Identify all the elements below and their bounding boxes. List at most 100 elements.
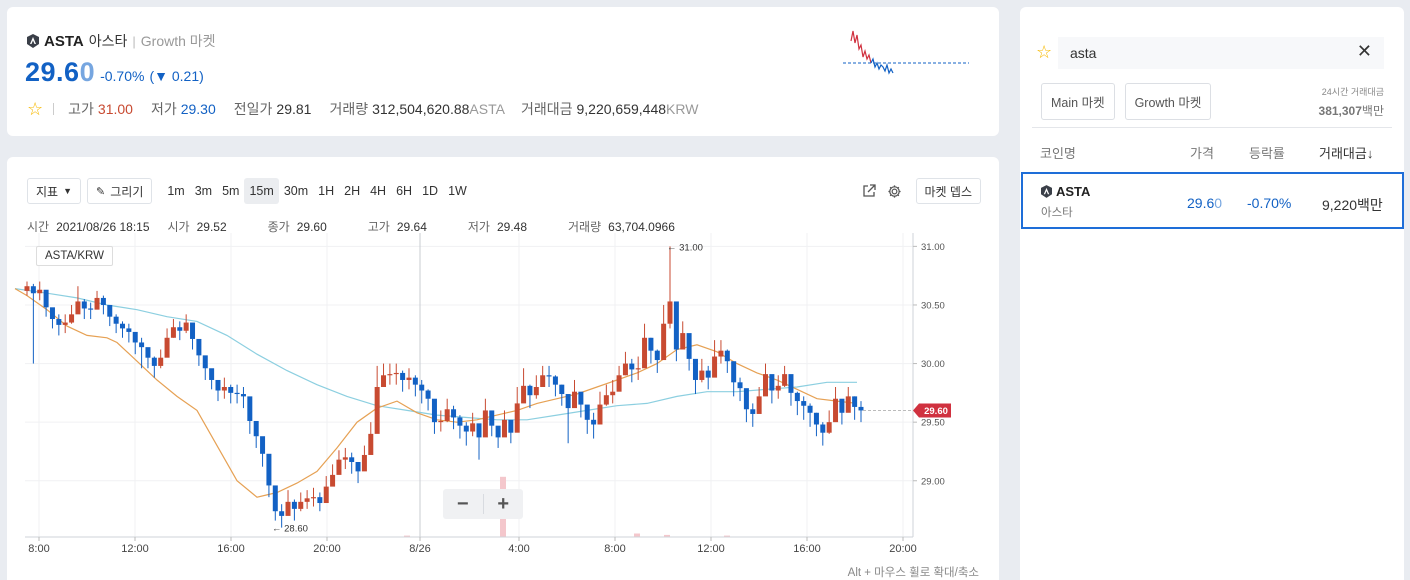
interval-1w[interactable]: 1W [448, 184, 467, 198]
candle [533, 375, 539, 399]
search-input[interactable] [1058, 37, 1384, 69]
candle-body [731, 361, 737, 383]
external-link-icon[interactable] [856, 178, 882, 204]
interval-6h[interactable]: 6H [396, 184, 413, 198]
caret-down-icon: ▼ [63, 186, 73, 196]
candle [858, 401, 864, 423]
candlestick-chart[interactable]: 31.00 30.50 30.00 29.50 29.00 8:00 12:00 16:00 2… [7, 157, 999, 580]
candle [221, 377, 227, 399]
header-volume[interactable]: 거래대금↓ [1319, 146, 1374, 161]
candle-body [234, 392, 240, 395]
high-value: 31.00 [97, 101, 133, 117]
change-percent: -0.70% [100, 68, 145, 84]
coin-korean-name: 아스타 [88, 33, 128, 49]
interval-1h[interactable]: 1H [318, 184, 335, 198]
y-tick-label: 29.00 [921, 476, 945, 487]
last-price-label: 29.60 [924, 406, 948, 417]
candle-body [228, 387, 234, 393]
candle-body [686, 333, 692, 359]
draw-button[interactable]: ✎ 그리기 [87, 178, 153, 204]
y-tick-label: 30.00 [921, 359, 945, 370]
candle-body [317, 497, 323, 504]
interval-30m[interactable]: 30m [283, 184, 309, 198]
header-coin-name[interactable]: 코인명 [1040, 146, 1076, 161]
favorite-filter-star-icon[interactable]: ☆ [1036, 42, 1053, 62]
x-tick-label: 4:00 [508, 543, 529, 555]
candle-body [400, 372, 406, 380]
candle-body [622, 363, 628, 376]
interval-1m[interactable]: 1m [167, 184, 185, 198]
candle [699, 358, 705, 383]
ohlc-open: 시가 29.52 [167, 220, 227, 234]
indicator-label: 지표 [36, 184, 59, 199]
candle [794, 391, 800, 416]
candle [737, 377, 743, 402]
candle-body [782, 374, 788, 386]
candle [228, 384, 234, 404]
zoom-in-button[interactable]: + [497, 492, 510, 515]
candle-body [852, 396, 858, 407]
header-price[interactable]: 가격 [1190, 146, 1214, 161]
candle [100, 295, 106, 315]
divider [1032, 127, 1392, 128]
candle [234, 384, 240, 404]
market-depth-button[interactable]: 마켓 뎁스 [915, 178, 981, 204]
candle-body [642, 337, 648, 369]
candle-body [603, 395, 609, 405]
candle-body [209, 368, 215, 380]
candle [712, 340, 718, 378]
tab-main-market[interactable]: Main 마켓 [1041, 83, 1115, 120]
candle-body [845, 396, 851, 413]
list-item[interactable]: ASTA 아스타 29.60 -0.70% 9,220백만 [1021, 172, 1404, 229]
candle [317, 492, 323, 512]
candle-body [145, 347, 151, 358]
header-change[interactable]: 등락률 [1249, 146, 1285, 161]
candle [425, 389, 431, 411]
candle-body [361, 454, 367, 472]
candle-body [495, 425, 501, 438]
coin-symbol: ASTA [44, 32, 84, 50]
candle [190, 322, 196, 350]
candle-body [463, 425, 469, 432]
coin-market-name[interactable]: Growth 마켓 [140, 33, 216, 49]
interval-3m[interactable]: 3m [194, 184, 213, 198]
candle-body [37, 289, 43, 294]
gear-icon[interactable] [882, 178, 908, 204]
interval-4h[interactable]: 4H [370, 184, 387, 198]
candle [336, 450, 342, 475]
interval-1d[interactable]: 1D [422, 184, 439, 198]
24h-turnover-label: 24시간 거래대금 [1321, 87, 1384, 97]
x-tick-label: 8:00 [28, 543, 49, 555]
candle-body [393, 372, 399, 375]
close-icon[interactable]: ✕ [1356, 41, 1372, 61]
indicator-button[interactable]: 지표 ▼ [27, 178, 82, 204]
candle [400, 370, 406, 392]
tab-growth-market[interactable]: Growth 마켓 [1124, 83, 1212, 120]
candle [552, 375, 558, 397]
star-icon[interactable]: ☆ [27, 99, 44, 119]
candle [622, 351, 628, 376]
candle-body [661, 323, 667, 361]
market-depth-label: 마켓 뎁스 [924, 184, 973, 199]
candle-body [597, 404, 603, 425]
candle-body [470, 423, 476, 432]
candle-body [667, 301, 673, 324]
interval-15m[interactable]: 15m [244, 178, 279, 204]
candle [750, 403, 756, 427]
x-tick-label: 12:00 [697, 543, 725, 555]
zoom-separator [482, 494, 484, 514]
high-label: 고가 [68, 101, 94, 117]
candle [355, 462, 361, 484]
candle-body [43, 289, 49, 308]
candle-body [69, 314, 75, 323]
zoom-out-button[interactable]: − [456, 492, 469, 515]
candle [266, 453, 272, 498]
interval-5m[interactable]: 5m [222, 184, 240, 198]
candle-body [30, 286, 36, 294]
candle-body [349, 457, 355, 462]
candle [285, 490, 291, 516]
candle [438, 410, 444, 432]
candle-body [215, 379, 221, 391]
interval-2h[interactable]: 2H [344, 184, 361, 198]
candle-body [419, 384, 425, 391]
